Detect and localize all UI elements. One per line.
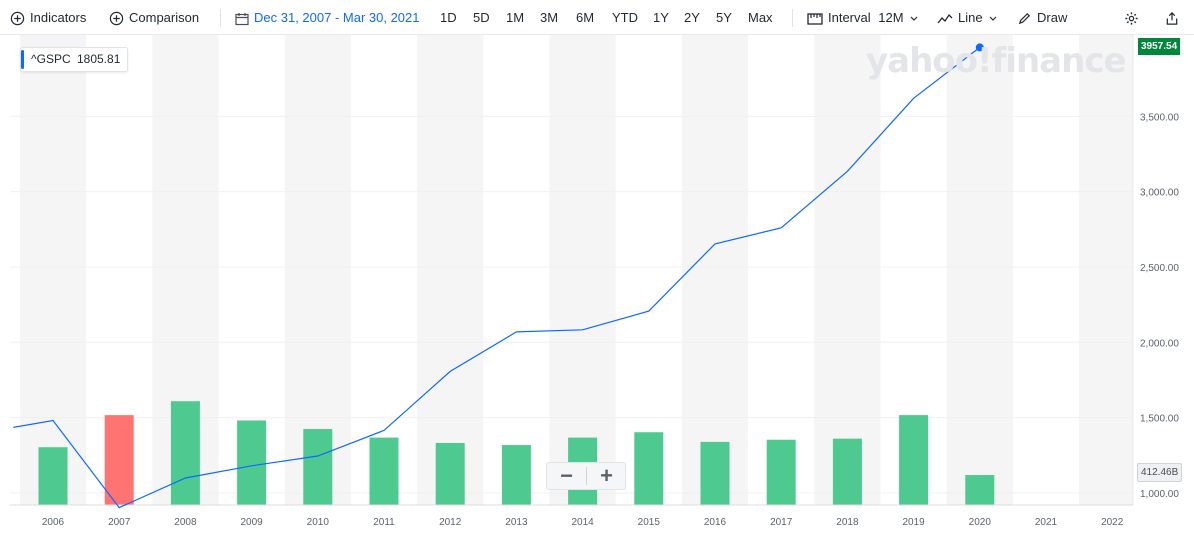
volume-badge: 412.46B [1137, 463, 1183, 482]
x-tick-label: 2006 [42, 517, 65, 528]
x-tick-label: 2011 [373, 517, 395, 528]
series-color-marker [21, 50, 24, 69]
x-tick-label: 2009 [240, 517, 263, 528]
x-tick-label: 2022 [1101, 517, 1124, 528]
share-button[interactable] [1165, 0, 1179, 35]
year-band [681, 35, 749, 505]
gear-icon [1125, 12, 1138, 25]
volume-bar [104, 415, 134, 505]
volume-bar [832, 438, 862, 505]
x-tick-label: 2017 [770, 517, 793, 528]
period-5y-button[interactable]: 5Y [716, 10, 732, 25]
volume-bar [965, 475, 995, 505]
year-band [19, 35, 87, 505]
pencil-icon [1018, 13, 1031, 25]
period-3m-button[interactable]: 3M [540, 10, 559, 25]
legend-value: 1805.81 [76, 52, 121, 66]
x-tick-label: 2019 [902, 517, 925, 528]
period-6m-button[interactable]: 6M [576, 10, 595, 25]
y-tick-label: 1,500.00 [1140, 414, 1179, 425]
zoom-controls: − + [546, 462, 626, 490]
chart-toolbar: Indicators Comparison Dec 31, 2007 - Mar… [0, 0, 1194, 35]
yahoo-finance-watermark: yahoo!finance [866, 41, 1127, 81]
chart-type-label: Line [958, 10, 983, 25]
draw-label: Draw [1037, 10, 1068, 25]
year-band [946, 35, 1013, 505]
line-chart-icon [937, 13, 953, 23]
period-ytd-button[interactable]: YTD [612, 10, 638, 25]
period-5d-button[interactable]: 5D [473, 10, 490, 25]
price-chart: 1,000.00 1,500.00 2,000.00 2,500.00 3,000.00… [10, 35, 1179, 528]
zoom-out-button[interactable]: − [560, 463, 573, 488]
volume-bar [634, 432, 664, 505]
last-price-badge: 3957.54 [1138, 38, 1181, 55]
y-tick-label: 2,500.00 [1140, 263, 1179, 274]
x-tick-label: 2007 [108, 517, 131, 528]
x-tick-label: 2010 [307, 517, 330, 528]
plus-circle-icon [10, 11, 25, 26]
chevron-down-icon [910, 16, 918, 21]
plus-circle-icon [109, 11, 124, 26]
calendar-icon [235, 12, 249, 25]
x-tick-label: 2013 [505, 517, 528, 528]
volume-bar [170, 401, 200, 505]
indicators-label: Indicators [30, 10, 87, 25]
toolbar-divider [792, 9, 793, 27]
indicators-button[interactable]: Indicators [10, 0, 86, 35]
interval-dropdown[interactable]: Interval 12M [807, 0, 918, 35]
year-band [549, 35, 616, 505]
chart-area[interactable]: 1,000.00 1,500.00 2,000.00 2,500.00 3,000.00… [0, 35, 1194, 534]
chevron-down-icon [989, 16, 997, 21]
volume-bar [38, 447, 68, 505]
x-tick-label: 2008 [174, 517, 197, 528]
y-tick-label: 3,500.00 [1140, 112, 1179, 123]
year-band [417, 35, 484, 505]
period-max-button[interactable]: Max [748, 10, 773, 25]
period-1m-button[interactable]: 1M [506, 10, 525, 25]
volume-bar [700, 441, 730, 505]
x-tick-label: 2021 [1035, 517, 1058, 528]
interval-ruler-icon [807, 12, 823, 25]
draw-button[interactable]: Draw [1017, 0, 1067, 35]
interval-label: Interval [828, 10, 871, 25]
legend-symbol: ^GSPC [31, 52, 71, 66]
year-band [1079, 35, 1133, 505]
comparison-label: Comparison [129, 10, 200, 25]
x-tick-label: 2018 [836, 517, 859, 528]
period-2y-button[interactable]: 2Y [684, 10, 700, 25]
volume-bar [369, 437, 399, 505]
settings-button[interactable] [1124, 0, 1139, 35]
share-icon [1166, 12, 1178, 25]
price-line [13, 46, 981, 509]
y-tick-label: 2,000.00 [1140, 338, 1179, 349]
zoom-in-button[interactable]: + [600, 463, 613, 488]
x-tick-label: 2020 [969, 517, 992, 528]
toolbar-divider [220, 9, 221, 27]
x-tick-label: 2016 [704, 517, 727, 528]
volume-bar [303, 429, 333, 505]
volume-bar [766, 439, 796, 505]
series-legend[interactable]: ^GSPC 1805.81 [20, 47, 129, 72]
comparison-button[interactable]: Comparison [109, 0, 199, 35]
zoom-divider [586, 467, 587, 485]
year-band [284, 35, 351, 505]
interval-value: 12M [878, 10, 904, 25]
x-tick-label: 2015 [638, 517, 661, 528]
chart-type-dropdown[interactable]: Line [937, 0, 997, 35]
date-range-button[interactable]: Dec 31, 2007 - Mar 30, 2021 [235, 0, 420, 35]
volume-bar [501, 445, 531, 505]
last-price-dot [975, 43, 984, 52]
year-band [814, 35, 881, 505]
date-range-label: Dec 31, 2007 - Mar 30, 2021 [254, 10, 420, 25]
volume-bar [435, 442, 465, 505]
period-1y-button[interactable]: 1Y [653, 10, 669, 25]
y-tick-label: 3,000.00 [1140, 188, 1179, 199]
x-tick-label: 2012 [439, 517, 462, 528]
y-tick-label: 1,000.00 [1140, 489, 1179, 500]
x-tick-label: 2014 [571, 517, 594, 528]
period-1d-button[interactable]: 1D [440, 10, 457, 25]
volume-bar [237, 420, 267, 505]
volume-bar [899, 415, 929, 505]
